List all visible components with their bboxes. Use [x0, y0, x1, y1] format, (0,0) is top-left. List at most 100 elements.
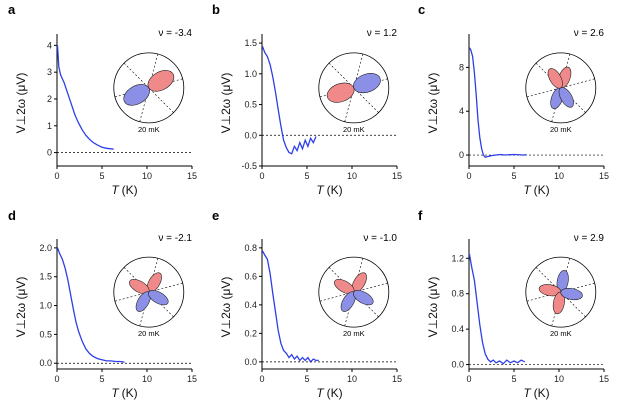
x-tick-label: 5: [304, 171, 309, 181]
inset-temperature-label: 20 mK: [138, 125, 160, 134]
inset-polar: 20 mK: [318, 256, 390, 338]
x-axis-label: T (K): [523, 386, 549, 400]
y-tick-label: 0.0: [244, 130, 257, 140]
filling-label: ν = 2.9: [574, 233, 605, 244]
y-tick-label: 0.4: [244, 300, 257, 310]
x-tick-label: 10: [142, 171, 152, 181]
x-tick-label: 15: [187, 171, 197, 181]
y-axis-label: V⊥2ω (μV): [219, 73, 233, 134]
y-tick-label: 0.0: [244, 357, 257, 367]
y-tick-label: 0.5: [244, 100, 257, 110]
filling-label: ν = 2.6: [574, 28, 605, 39]
data-curve: [261, 250, 319, 363]
data-curve: [468, 47, 527, 158]
y-tick-label: 0.0: [39, 358, 52, 368]
data-curve: [56, 247, 125, 363]
x-tick-label: 5: [99, 374, 104, 384]
lobe-negative: [558, 87, 574, 108]
filling-label: ν = -1.0: [363, 233, 397, 244]
inset-temperature-label: 20 mK: [343, 329, 365, 338]
panel-b: b ν = 1.2 0 5 10 15 -0.5 0.0 0.5 1.0 1.5 T (K) V⊥2ω (…: [212, 2, 402, 197]
x-tick-label: 0: [54, 171, 59, 181]
x-tick-label: 0: [466, 171, 471, 181]
lobe-negative: [123, 84, 150, 106]
panel-letter: d: [8, 208, 16, 223]
x-tick-label: 15: [599, 171, 609, 181]
y-tick-label: 1.0: [39, 301, 52, 311]
y-tick-label: 0.8: [451, 289, 464, 299]
y-tick-label: 0: [459, 150, 464, 160]
inset-polar: 20 mK: [113, 52, 185, 134]
y-tick-label: 1.0: [244, 69, 257, 79]
inset-temperature-label: 20 mK: [138, 329, 160, 338]
x-tick-label: 15: [392, 171, 402, 181]
data-curve: [56, 45, 114, 150]
y-tick-label: 1.5: [39, 272, 52, 282]
panel-c: c ν = 2.6 0 5 10 15 0 4 8 T (K) V⊥2ω (μV) 20 mK: [418, 2, 609, 197]
y-tick-label: 0.8: [244, 243, 257, 253]
lobe-negative: [560, 287, 583, 301]
x-axis-label: T (K): [316, 183, 342, 197]
x-axis-label: T (K): [111, 386, 137, 400]
panel-a: a ν = -3.4 0 5 10 15 0 1 2 3 4 T (K) V⊥2ω (μV) 20 mK: [8, 2, 197, 197]
inset-polar: 20 mK: [525, 256, 597, 338]
panel-f: f ν = 2.9 0 5 10 15 0.0 0.4 0.8 1.2 T (K) V⊥2ω (μV) 2…: [418, 208, 609, 400]
x-tick-label: 10: [554, 171, 564, 181]
x-tick-label: 0: [466, 374, 471, 384]
x-tick-label: 15: [187, 374, 197, 384]
x-tick-label: 10: [554, 374, 564, 384]
y-tick-label: 2: [47, 94, 52, 104]
data-curve: [468, 253, 526, 365]
panel-e: e ν = -1.0 0 5 10 15 0.0 0.2 0.4 0.6 0.8 T (K) V⊥2ω (…: [212, 208, 402, 400]
x-tick-label: 5: [99, 171, 104, 181]
y-tick-label: 8: [459, 62, 464, 72]
x-tick-label: 5: [304, 374, 309, 384]
x-axis-label: T (K): [316, 386, 342, 400]
x-tick-label: 15: [599, 374, 609, 384]
lobe-negative: [353, 290, 374, 306]
y-tick-label: 4: [47, 40, 52, 50]
y-tick-label: 0: [47, 148, 52, 158]
panel-letter: a: [8, 2, 16, 17]
y-axis-label: V⊥2ω (μV): [426, 277, 440, 338]
y-tick-label: 2.0: [39, 243, 52, 253]
y-tick-label: 1: [47, 121, 52, 131]
inset-polar: 20 mK: [525, 52, 597, 134]
y-axis-label: V⊥2ω (μV): [14, 73, 28, 134]
inset-temperature-label: 20 mK: [550, 125, 572, 134]
y-axis-label: V⊥2ω (μV): [426, 73, 440, 134]
y-tick-label: 1.5: [244, 38, 257, 48]
lobe-negative: [353, 73, 381, 94]
panel-d: d ν = -2.1 0 5 10 15 0.0 0.5 1.0 1.5 2.0 T (K) V⊥2ω (…: [8, 208, 197, 400]
panel-letter: b: [212, 2, 220, 17]
y-tick-label: 0.2: [244, 328, 257, 338]
x-tick-label: 10: [347, 374, 357, 384]
x-tick-label: 15: [392, 374, 402, 384]
x-tick-label: 0: [259, 374, 264, 384]
inset-polar: 20 mK: [318, 52, 390, 134]
y-tick-label: 3: [47, 67, 52, 77]
filling-label: ν = 1.2: [367, 28, 398, 39]
inset-temperature-label: 20 mK: [343, 125, 365, 134]
y-tick-label: 1.2: [451, 253, 464, 263]
lobe-negative: [148, 290, 169, 306]
y-tick-label: 0.0: [451, 360, 464, 370]
y-tick-label: 0.4: [451, 324, 464, 334]
filling-label: ν = -2.1: [158, 233, 192, 244]
x-tick-label: 10: [142, 374, 152, 384]
x-tick-label: 0: [259, 171, 264, 181]
inset-temperature-label: 20 mK: [550, 329, 572, 338]
y-axis-label: V⊥2ω (μV): [219, 277, 233, 338]
x-tick-label: 10: [347, 171, 357, 181]
data-curve: [261, 45, 317, 155]
x-tick-label: 5: [511, 171, 516, 181]
x-axis-label: T (K): [111, 183, 137, 197]
x-tick-label: 5: [511, 374, 516, 384]
x-tick-label: 0: [54, 374, 59, 384]
y-tick-label: 4: [459, 106, 464, 116]
y-tick-label: 0.6: [244, 271, 257, 281]
y-tick-label: -0.5: [241, 161, 257, 171]
y-tick-label: 0.5: [39, 329, 52, 339]
panel-letter: f: [418, 208, 423, 223]
